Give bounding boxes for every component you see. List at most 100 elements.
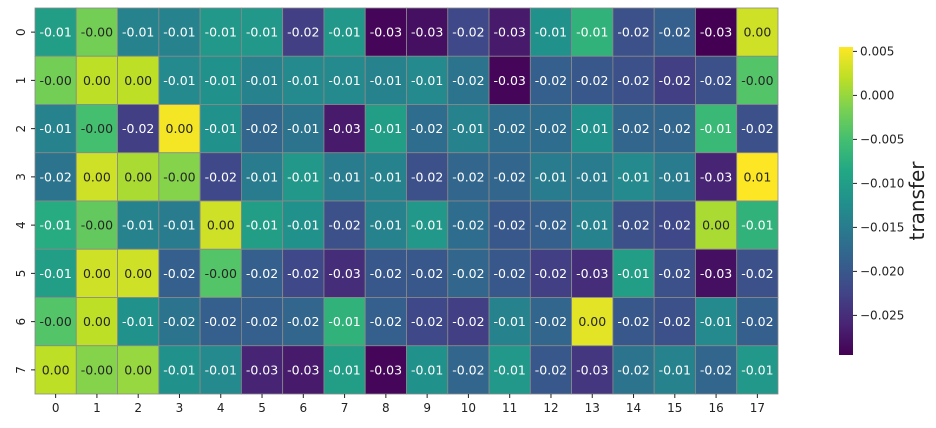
cell-label-r2-c0: -0.01 [39, 121, 71, 136]
x-tick-label-5: 5 [258, 401, 266, 415]
y-tick-label-5: 5 [14, 270, 28, 278]
cell-label-r2-c8: -0.01 [370, 121, 402, 136]
cell-label-r5-c6: -0.02 [287, 266, 319, 281]
heatmap-cell-r1-c1 [75, 55, 118, 105]
cell-label-r3-c4: -0.02 [205, 169, 237, 184]
heatmap-cell-r5-c0 [34, 248, 77, 298]
cell-label-r5-c15: -0.02 [659, 266, 691, 281]
cell-label-r6-c1: 0.00 [83, 314, 111, 329]
heatmap-cell-r4-c15 [653, 200, 696, 250]
cell-label-r6-c8: -0.02 [370, 314, 402, 329]
heatmap-cell-r3-c11 [488, 152, 531, 202]
cell-label-r1-c3: -0.01 [163, 73, 195, 88]
cell-label-r3-c17: 0.01 [743, 169, 771, 184]
cell-label-r4-c15: -0.02 [659, 218, 691, 233]
heatmap-cell-r0-c1 [75, 7, 118, 57]
cell-label-r0-c11: -0.03 [494, 25, 526, 40]
heatmap-cell-r3-c15 [653, 152, 696, 202]
cell-label-r4-c12: -0.02 [535, 218, 567, 233]
cell-label-r3-c10: -0.02 [452, 169, 484, 184]
cell-label-r3-c12: -0.01 [535, 169, 567, 184]
cell-label-r7-c0: 0.00 [42, 362, 70, 377]
x-tick-label-4: 4 [217, 401, 225, 415]
heatmap-cell-r4-c2 [117, 200, 160, 250]
cell-label-r6-c6: -0.02 [287, 314, 319, 329]
heatmap-cell-r2-c5 [240, 104, 284, 154]
heatmap-cell-r4-c9 [406, 200, 449, 250]
heatmap-cell-r6-c1 [75, 297, 118, 347]
cell-label-r0-c10: -0.02 [452, 25, 484, 40]
heatmap-cell-r0-c15 [653, 7, 696, 57]
heatmap-cell-r2-c9 [406, 104, 449, 154]
heatmap-cell-r6-c15 [653, 297, 696, 347]
cell-label-r3-c3: -0.00 [163, 169, 195, 184]
heatmap-cell-r1-c3 [158, 55, 201, 105]
cell-label-r7-c2: 0.00 [124, 362, 152, 377]
x-tick-label-16: 16 [708, 401, 723, 415]
heatmap-cell-r3-c14 [612, 152, 655, 202]
cell-label-r2-c16: -0.01 [700, 121, 732, 136]
colorbar-label: transfer [905, 161, 929, 241]
cell-label-r5-c13: -0.03 [576, 266, 608, 281]
cell-label-r0-c17: 0.00 [743, 25, 771, 40]
x-tick-label-10: 10 [461, 401, 476, 415]
heatmap-cell-r2-c17 [736, 104, 779, 154]
cell-label-r7-c8: -0.03 [370, 362, 402, 377]
cell-label-r7-c9: -0.01 [411, 362, 443, 377]
heatmap-cell-r4-c1 [75, 200, 118, 250]
cell-label-r0-c0: -0.01 [39, 25, 71, 40]
colorbar-tick-label-3: −0.010 [860, 176, 904, 190]
cell-label-r0-c15: -0.02 [659, 25, 691, 40]
heatmap-cell-r7-c16 [695, 345, 738, 395]
cell-label-r6-c4: -0.02 [205, 314, 237, 329]
cell-label-r4-c4: 0.00 [207, 218, 235, 233]
cell-label-r7-c16: -0.02 [700, 362, 732, 377]
cell-label-r1-c6: -0.01 [287, 73, 319, 88]
cell-label-r0-c4: -0.01 [205, 25, 237, 40]
cell-label-r2-c4: -0.01 [205, 121, 237, 136]
y-tick-label-1: 1 [14, 77, 28, 85]
heatmap-cell-r3-c17 [736, 152, 779, 202]
cell-label-r1-c5: -0.01 [246, 73, 278, 88]
x-tick-label-14: 14 [626, 401, 641, 415]
colorbar-tick-label-2: −0.005 [860, 132, 904, 146]
cell-label-r6-c5: -0.02 [246, 314, 278, 329]
cell-label-r4-c8: -0.01 [370, 218, 402, 233]
heatmap-cell-r2-c8 [364, 104, 407, 154]
heatmap-cell-r0-c7 [323, 7, 366, 57]
heatmap-cell-r7-c0 [34, 345, 77, 395]
heatmap-cell-r6-c9 [406, 297, 449, 347]
heatmap-cell-r1-c12 [529, 55, 573, 105]
cell-label-r4-c9: -0.01 [411, 218, 443, 233]
cell-label-r0-c9: -0.03 [411, 25, 443, 40]
cell-label-r6-c2: -0.01 [122, 314, 154, 329]
cell-label-r5-c16: -0.03 [700, 266, 732, 281]
cell-label-r6-c15: -0.02 [659, 314, 691, 329]
heatmap-cell-r5-c17 [736, 248, 779, 298]
heatmap-cell-r6-c6 [282, 297, 325, 347]
cell-label-r4-c1: -0.00 [81, 218, 113, 233]
heatmap-cell-r3-c12 [529, 152, 573, 202]
cell-label-r2-c2: -0.02 [122, 121, 154, 136]
cell-label-r3-c9: -0.02 [411, 169, 443, 184]
heatmap-cell-r7-c8 [364, 345, 407, 395]
colorbar: 0.005 0.000 −0.005 −0.010 −0.015 −0.020 −0.025… [839, 44, 929, 355]
cell-label-r6-c10: -0.02 [452, 314, 484, 329]
cell-label-r3-c2: 0.00 [124, 169, 152, 184]
heatmap-cell-r5-c3 [158, 248, 201, 298]
heatmap-cell-r1-c17 [736, 55, 779, 105]
cell-label-r0-c14: -0.02 [617, 25, 649, 40]
heatmap-cell-r4-c16 [695, 200, 738, 250]
heatmap-cell-r1-c9 [406, 55, 449, 105]
heatmap-cell-r6-c12 [529, 297, 573, 347]
heatmap-cell-r4-c4 [199, 200, 242, 250]
heatmap-cell-r0-c5 [240, 7, 284, 57]
cell-label-r2-c17: -0.02 [741, 121, 773, 136]
x-tick-label-0: 0 [52, 401, 60, 415]
heatmap-cell-r5-c7 [323, 248, 366, 298]
cell-label-r1-c7: -0.01 [328, 73, 360, 88]
cell-label-r7-c10: -0.02 [452, 362, 484, 377]
heatmap-cell-r4-c3 [158, 200, 201, 250]
heatmap-cell-r5-c6 [282, 248, 325, 298]
heatmap-cell-r3-c1 [75, 152, 118, 202]
